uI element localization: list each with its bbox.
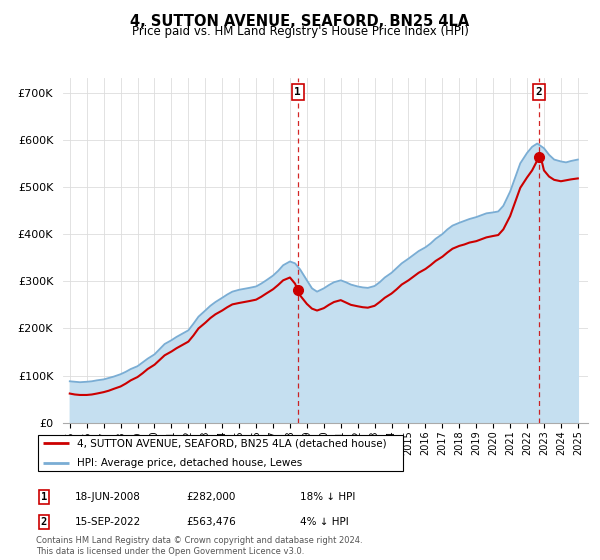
Text: Price paid vs. HM Land Registry's House Price Index (HPI): Price paid vs. HM Land Registry's House …	[131, 25, 469, 38]
Text: 4, SUTTON AVENUE, SEAFORD, BN25 4LA: 4, SUTTON AVENUE, SEAFORD, BN25 4LA	[130, 14, 470, 29]
Text: £563,476: £563,476	[186, 517, 236, 527]
Text: 1: 1	[41, 492, 47, 502]
Text: 2: 2	[41, 517, 47, 527]
Text: 18-JUN-2008: 18-JUN-2008	[75, 492, 141, 502]
Text: 18% ↓ HPI: 18% ↓ HPI	[300, 492, 355, 502]
FancyBboxPatch shape	[38, 435, 403, 471]
Text: 15-SEP-2022: 15-SEP-2022	[75, 517, 141, 527]
Text: £282,000: £282,000	[186, 492, 235, 502]
Text: HPI: Average price, detached house, Lewes: HPI: Average price, detached house, Lewe…	[77, 458, 302, 468]
Text: 4, SUTTON AVENUE, SEAFORD, BN25 4LA (detached house): 4, SUTTON AVENUE, SEAFORD, BN25 4LA (det…	[77, 438, 386, 449]
Text: 1: 1	[295, 87, 301, 97]
Text: 4% ↓ HPI: 4% ↓ HPI	[300, 517, 349, 527]
Text: Contains HM Land Registry data © Crown copyright and database right 2024.
This d: Contains HM Land Registry data © Crown c…	[36, 536, 362, 556]
Text: 2: 2	[536, 87, 542, 97]
